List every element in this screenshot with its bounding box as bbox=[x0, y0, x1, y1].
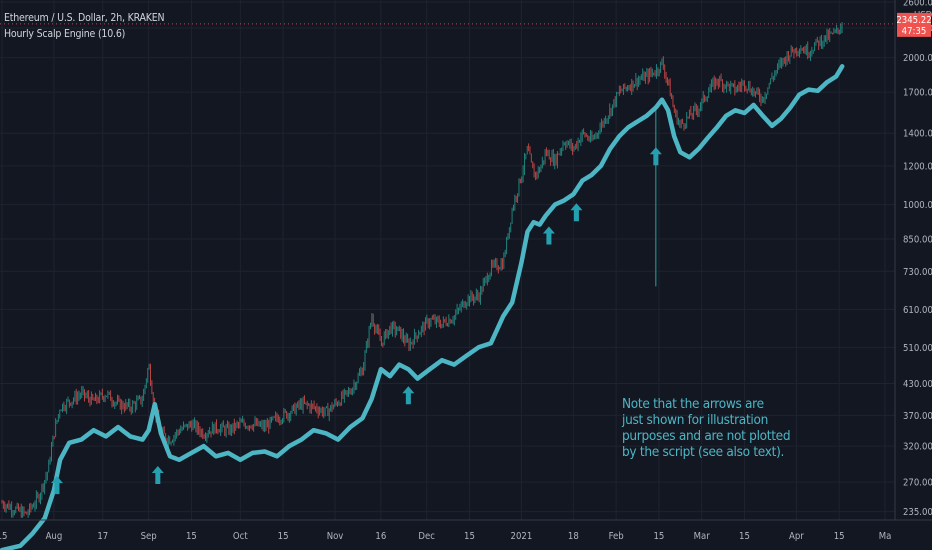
x-tick-label: 15 bbox=[464, 531, 475, 542]
x-tick-label: 15 bbox=[653, 531, 664, 542]
y-tick-label: 2600.00 bbox=[903, 0, 932, 9]
x-tick-label: 17 bbox=[97, 531, 108, 542]
note-line: Note that the arrows are bbox=[622, 396, 764, 412]
x-tick-label: Apr bbox=[789, 531, 804, 542]
y-tick-label: 320.00 bbox=[903, 442, 932, 453]
x-tick-label: 15 bbox=[834, 531, 845, 542]
annotation-arrow bbox=[542, 226, 555, 245]
y-tick-label: 270.00 bbox=[903, 478, 932, 489]
y-tick-label: 1400.00 bbox=[903, 129, 932, 140]
x-tick-label: 15 bbox=[186, 531, 197, 542]
x-tick-label: 15 bbox=[0, 531, 7, 542]
annotation-arrow bbox=[151, 465, 164, 484]
indicator-legend[interactable]: Hourly Scalp Engine (10.6) bbox=[4, 28, 126, 40]
x-tick-label: Oct bbox=[233, 531, 248, 542]
y-tick-label: 610.00 bbox=[903, 305, 932, 316]
y-tick-label: 1700.00 bbox=[903, 88, 932, 99]
indicator-line-layer bbox=[0, 64, 845, 550]
x-tick-label: 16 bbox=[375, 531, 386, 542]
x-tick-label: Mar bbox=[694, 531, 711, 542]
grid bbox=[0, 0, 895, 520]
chart-title[interactable]: Ethereum / U.S. Dollar, 2h, KRAKEN bbox=[4, 12, 165, 24]
y-tick-label: 1200.00 bbox=[903, 161, 932, 172]
note-line: just shown for illustration bbox=[622, 412, 769, 428]
annotation-note: Note that the arrows are just shown for … bbox=[622, 396, 822, 460]
annotation-arrow bbox=[570, 203, 583, 222]
annotation-arrow bbox=[50, 476, 63, 495]
annotation-arrow bbox=[649, 147, 662, 166]
y-tick-label: 2000.00 bbox=[903, 53, 932, 64]
y-tick-label: 510.00 bbox=[903, 343, 932, 354]
annotation-arrows bbox=[50, 147, 662, 495]
x-tick-label: Aug bbox=[46, 531, 63, 542]
x-tick-label: Nov bbox=[327, 531, 344, 542]
indicator-line bbox=[0, 64, 845, 550]
countdown-label: 47:35 bbox=[902, 26, 927, 37]
x-tick-label: 2021 bbox=[511, 531, 533, 542]
x-tick-label: Ma bbox=[879, 531, 892, 542]
y-tick-label: 730.00 bbox=[903, 267, 932, 278]
y-tick-label: 235.00 bbox=[903, 507, 932, 518]
y-tick-label: 850.00 bbox=[903, 235, 932, 246]
x-tick-label: Feb bbox=[609, 531, 624, 542]
note-line: by the script (see also text). bbox=[622, 444, 785, 460]
y-tick-label: 430.00 bbox=[903, 379, 932, 390]
x-tick-label: Sep bbox=[141, 531, 157, 542]
x-tick-label: Dec bbox=[418, 531, 435, 542]
y-tick-label: 370.00 bbox=[903, 411, 932, 422]
last-price-label: 2345.22 bbox=[896, 15, 931, 26]
y-tick-label: 1000.00 bbox=[903, 200, 932, 211]
last-price-tag bbox=[897, 12, 931, 37]
note-line: purposes and are not plotted bbox=[622, 428, 791, 444]
annotation-arrow bbox=[402, 386, 415, 405]
x-tick-label: 15 bbox=[739, 531, 750, 542]
x-tick-label: 15 bbox=[278, 531, 289, 542]
x-tick-label: 18 bbox=[568, 531, 579, 542]
